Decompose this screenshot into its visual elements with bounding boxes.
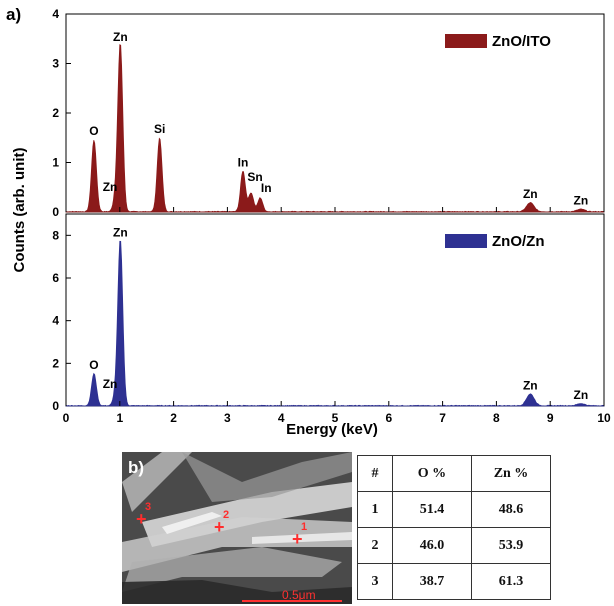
panel-b-label: b) xyxy=(128,458,145,477)
x-tick-label: 0 xyxy=(63,411,70,425)
legend-swatch xyxy=(445,34,487,48)
legend-swatch xyxy=(445,234,487,248)
zno-zn-spectrum-panel: 0 2 4 6 8 O Zn Zn Zn Zn ZnO/Zn xyxy=(52,213,605,413)
y-tick-label: 4 xyxy=(52,314,59,328)
y-tick-label: 8 xyxy=(52,228,59,242)
peak-label: Zn xyxy=(113,226,128,240)
x-tick-label: 1 xyxy=(116,411,123,425)
y-tick-label: 1 xyxy=(52,156,59,170)
x-axis-title: Energy (keV) xyxy=(286,421,378,438)
sem-point-marker-1: + 1 xyxy=(292,521,307,550)
y-tick-label: 2 xyxy=(52,106,59,120)
x-tick-label: 9 xyxy=(547,411,554,425)
composition-table: # O % Zn % 1 51.4 48.6 2 46.0 53.9 3 38.… xyxy=(357,455,551,600)
peak-label: Zn xyxy=(523,187,538,201)
table-header-row: # O % Zn % xyxy=(357,455,551,492)
y-tick-label: 0 xyxy=(52,205,59,219)
y-tick-label: 4 xyxy=(52,7,59,21)
legend-label: ZnO/ITO xyxy=(492,33,551,50)
table-cell: 48.6 xyxy=(471,491,551,528)
y-tick-label: 3 xyxy=(52,57,59,71)
table-header-cell: # xyxy=(357,455,393,492)
peak-label: Zn xyxy=(103,180,118,194)
peak-label: Zn xyxy=(113,30,128,44)
sem-point-label: 2 xyxy=(223,509,230,521)
sem-point-label: 3 xyxy=(145,501,152,513)
sem-micrograph-texture xyxy=(122,452,352,604)
table-header-cell: O % xyxy=(392,455,472,492)
table-cell: 3 xyxy=(357,563,393,600)
table-cell: 46.0 xyxy=(392,527,472,564)
sem-point-label: 1 xyxy=(301,521,308,533)
legend-label: ZnO/Zn xyxy=(492,233,545,250)
red-cross-icon: + xyxy=(214,517,225,537)
table-cell: 1 xyxy=(357,491,393,528)
x-tick-label: 7 xyxy=(439,411,446,425)
sem-point-marker-3: + 3 xyxy=(136,501,151,530)
y-tick-label: 0 xyxy=(52,399,59,413)
table-cell: 61.3 xyxy=(471,563,551,600)
table-row: 3 38.7 61.3 xyxy=(357,563,551,600)
sem-image: b) + 1 + 2 + 3 0.5μm xyxy=(122,452,352,604)
y-tick-label: 2 xyxy=(52,356,59,370)
scale-bar xyxy=(242,600,342,602)
peak-label: Zn xyxy=(103,377,118,391)
x-tick-label: 3 xyxy=(224,411,231,425)
red-cross-icon: + xyxy=(292,529,303,549)
peak-label: In xyxy=(238,155,249,169)
red-cross-icon: + xyxy=(136,509,147,529)
x-tick-label: 10 xyxy=(597,411,611,425)
peak-label: Zn xyxy=(523,378,538,392)
table-row: 2 46.0 53.9 xyxy=(357,527,551,564)
x-tick-label: 2 xyxy=(170,411,177,425)
peak-label: In xyxy=(261,181,272,195)
peak-label: Zn xyxy=(574,194,589,208)
peak-label: Sn xyxy=(247,170,262,184)
table-cell: 53.9 xyxy=(471,527,551,564)
y-tick-label: 6 xyxy=(52,271,59,285)
table-row: 1 51.4 48.6 xyxy=(357,491,551,528)
peak-label: Zn xyxy=(574,388,589,402)
x-tick-label: 6 xyxy=(385,411,392,425)
x-tick-label: 4 xyxy=(278,411,285,425)
table-cell: 2 xyxy=(357,527,393,564)
sem-point-marker-2: + 2 xyxy=(214,509,229,538)
peak-label: O xyxy=(89,124,98,138)
peak-label: Si xyxy=(154,122,165,136)
peak-label: O xyxy=(89,358,98,372)
table-cell: 38.7 xyxy=(392,563,472,600)
energy-x-axis: 0 1 2 3 4 5 6 7 8 9 10 xyxy=(63,207,611,425)
x-tick-label: 5 xyxy=(332,411,339,425)
y-axis-title: Counts (arb. unit) xyxy=(11,148,28,273)
x-tick-label: 8 xyxy=(493,411,500,425)
panel-a-label: a) xyxy=(6,5,21,24)
scale-bar-label: 0.5μm xyxy=(282,588,316,602)
table-cell: 51.4 xyxy=(392,491,472,528)
table-header-cell: Zn % xyxy=(471,455,551,492)
